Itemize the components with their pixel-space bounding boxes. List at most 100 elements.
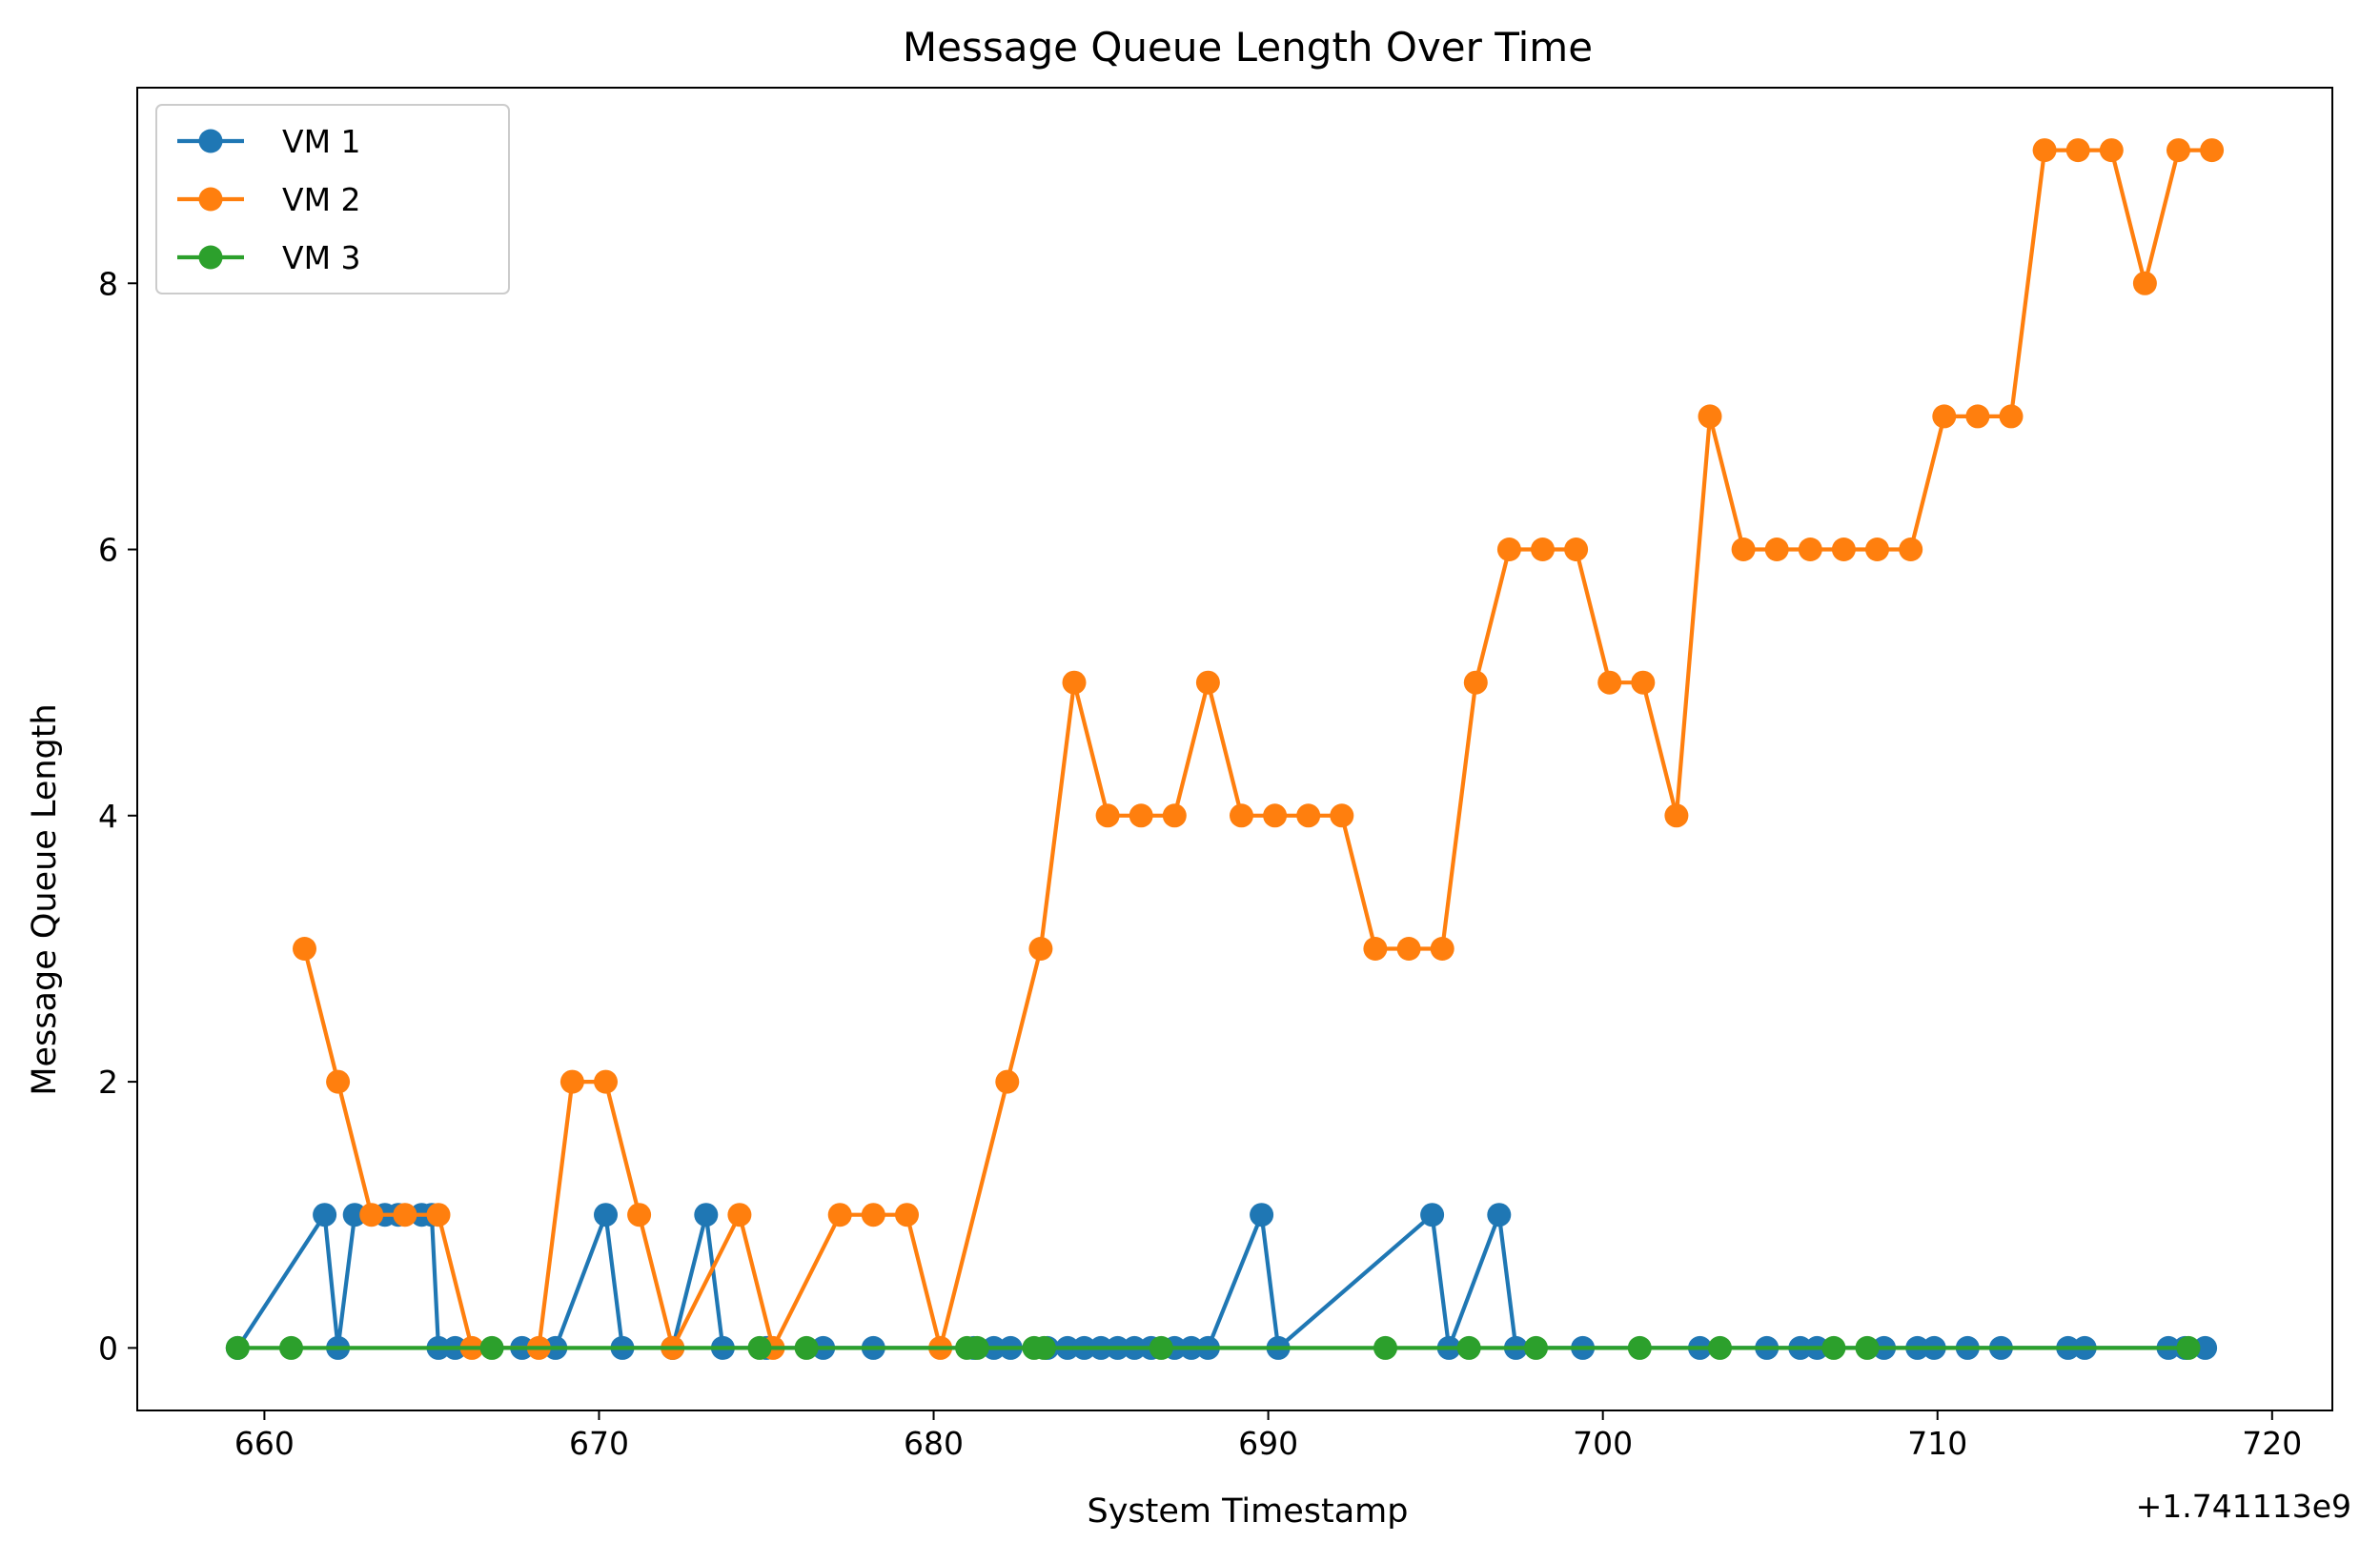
series-2-point	[359, 1203, 384, 1227]
series-1-point	[313, 1203, 337, 1227]
series-2-point	[1731, 538, 1756, 561]
x-tick-label: 680	[904, 1425, 964, 1462]
series-2-point	[1062, 670, 1087, 695]
series-2-point	[1496, 538, 1521, 561]
series-2-point	[1631, 670, 1656, 695]
series-2-point	[594, 1069, 618, 1094]
series-2-point	[1564, 538, 1589, 561]
series-2-point	[1195, 670, 1220, 695]
x-tick-label: 660	[234, 1425, 295, 1462]
series-2-point	[727, 1203, 752, 1227]
legend-marker	[198, 129, 223, 153]
series-3-point	[1373, 1335, 1397, 1360]
series-2-point	[2166, 138, 2190, 163]
legend-label: VM 2	[282, 181, 361, 218]
series-2-point	[293, 937, 316, 961]
series-3-point	[794, 1335, 819, 1360]
y-tick-label: 2	[98, 1064, 118, 1101]
x-axis-offset-label: +1.741113e9	[2136, 1488, 2351, 1525]
series-2-point	[2132, 271, 2157, 295]
series-2-point	[1396, 937, 1421, 961]
y-tick-label: 4	[98, 798, 118, 835]
series-2-point	[326, 1069, 351, 1094]
series-2-point	[1330, 803, 1354, 828]
series-2-point	[2032, 138, 2057, 163]
series-2-point	[995, 1069, 1020, 1094]
series-2-point	[1764, 538, 1789, 561]
series-2-point	[1363, 937, 1388, 961]
series-3	[225, 1335, 2201, 1360]
series-3-point	[965, 1335, 989, 1360]
series-3-point	[1524, 1335, 1548, 1360]
series-2-point	[1798, 538, 1822, 561]
series-1-point	[2193, 1335, 2218, 1360]
x-tick-label: 700	[1573, 1425, 1633, 1462]
series-2-point	[1263, 803, 1288, 828]
series-2-point	[1932, 404, 1957, 429]
series-2-point	[1698, 404, 1722, 429]
series-2-point	[1865, 538, 1889, 561]
y-tick-label: 0	[98, 1329, 118, 1367]
series-1-point	[1250, 1203, 1274, 1227]
legend: VM 1 VM 2 VM 3	[155, 104, 510, 294]
series-3-point	[1456, 1335, 1481, 1360]
series-3-point	[2176, 1335, 2201, 1360]
series-2-point	[1095, 803, 1120, 828]
series-3-point	[1031, 1335, 1056, 1360]
series-2-line	[302, 148, 2214, 1350]
series-2-point	[1664, 803, 1689, 828]
legend-box	[155, 104, 510, 294]
series-3-point	[1627, 1335, 1652, 1360]
series-3-point	[1708, 1335, 1732, 1360]
series-2-point	[2099, 138, 2124, 163]
y-tick-label: 6	[98, 532, 118, 569]
x-axis-label: System Timestamp	[1087, 1492, 1408, 1531]
series-2-point	[426, 1203, 451, 1227]
series-2-point	[559, 1069, 584, 1094]
series-2-point	[861, 1203, 885, 1227]
legend-label: VM 3	[282, 239, 361, 276]
x-tick-label: 710	[1907, 1425, 1967, 1462]
series-2-point	[1430, 937, 1454, 961]
series-3-point	[1149, 1335, 1173, 1360]
y-axis-label: Message Queue Length	[26, 703, 64, 1095]
series-2	[293, 138, 2225, 1360]
series-2-point	[2200, 138, 2225, 163]
series-2-point	[393, 1203, 417, 1227]
series-2-point	[1831, 538, 1856, 561]
series-3-point	[747, 1335, 772, 1360]
series-1-point	[694, 1203, 719, 1227]
series-2-point	[827, 1203, 852, 1227]
series-2-point	[895, 1203, 919, 1227]
series-2-point	[1597, 670, 1622, 695]
series-2-point	[1999, 404, 2024, 429]
series-3-point	[279, 1335, 303, 1360]
series-2-point	[1899, 538, 1923, 561]
series-3-point	[1821, 1335, 1846, 1360]
legend-marker	[198, 245, 223, 270]
y-tick-label: 8	[98, 265, 118, 302]
series-2-point	[1129, 803, 1153, 828]
series-3-point	[1855, 1335, 1880, 1360]
series-1-point	[1420, 1203, 1445, 1227]
series-2-point	[1296, 803, 1321, 828]
series-3-point	[479, 1335, 504, 1360]
series-2-point	[1965, 404, 1990, 429]
series-1-point	[1487, 1203, 1512, 1227]
x-tick-label: 690	[1238, 1425, 1298, 1462]
series-2-point	[1463, 670, 1488, 695]
axes-frame	[136, 87, 2333, 1411]
x-tick-label: 720	[2242, 1425, 2302, 1462]
series-2-point	[1162, 803, 1187, 828]
series-2-point	[627, 1203, 652, 1227]
series-2-point	[1028, 937, 1053, 961]
legend-marker	[198, 187, 223, 212]
x-tick-label: 670	[569, 1425, 629, 1462]
series-1-point	[594, 1203, 618, 1227]
series-3-point	[225, 1335, 250, 1360]
series-2-point	[2065, 138, 2090, 163]
chart-title: Message Queue Length Over Time	[903, 24, 1593, 71]
series-2-point	[1531, 538, 1555, 561]
